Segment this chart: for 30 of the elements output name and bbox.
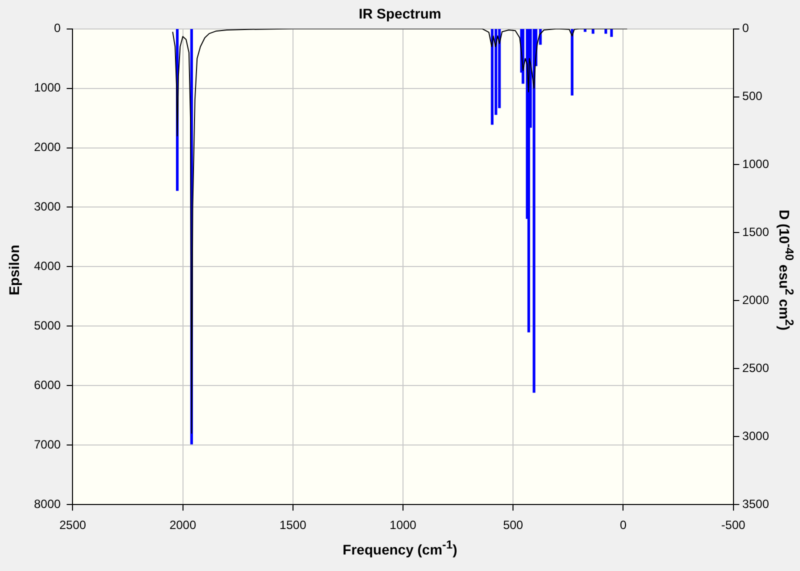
y-tick-label: 0 — [54, 21, 62, 36]
y2-tick-label: 0 — [742, 21, 750, 36]
y2-tick-label: 2500 — [742, 360, 770, 375]
y-tick-label: 2000 — [34, 140, 62, 154]
y-tick-label: 4000 — [34, 259, 62, 274]
x-tick-label: 2000 — [169, 518, 196, 532]
y2-tick-label: 1000 — [742, 157, 770, 172]
y-tick-label: 3000 — [34, 200, 62, 214]
chart-title: IR Spectrum — [358, 5, 442, 22]
x-axis-title: Frequency (cm$^{-1}$) — [342, 538, 458, 558]
x-tick-label: -500 — [721, 518, 746, 532]
y2-tick-label: 1500 — [742, 225, 770, 240]
y-tick-label: 5000 — [34, 318, 62, 332]
y-tick-label: 7000 — [34, 437, 62, 452]
y2-tick-label: 500 — [742, 89, 763, 104]
y2-tick-label: 3500 — [742, 496, 770, 511]
y2-tick-label: 3000 — [742, 428, 770, 443]
x-tick-label: 500 — [503, 518, 524, 532]
x-tick-label: 1500 — [280, 518, 307, 532]
y-tick-label: 6000 — [34, 378, 62, 392]
bar — [610, 28, 613, 37]
x-tick-label: 2500 — [59, 518, 86, 532]
y-tick-label: 1000 — [34, 80, 62, 95]
y-tick-label: 8000 — [34, 496, 62, 511]
bar — [570, 28, 574, 96]
x-tick-label: 1000 — [390, 518, 417, 532]
y2-tick-label: 2000 — [742, 293, 770, 307]
y-axis-title: Epsilon — [6, 244, 22, 296]
bar — [532, 28, 536, 393]
x-tick-label: 0 — [620, 518, 627, 532]
